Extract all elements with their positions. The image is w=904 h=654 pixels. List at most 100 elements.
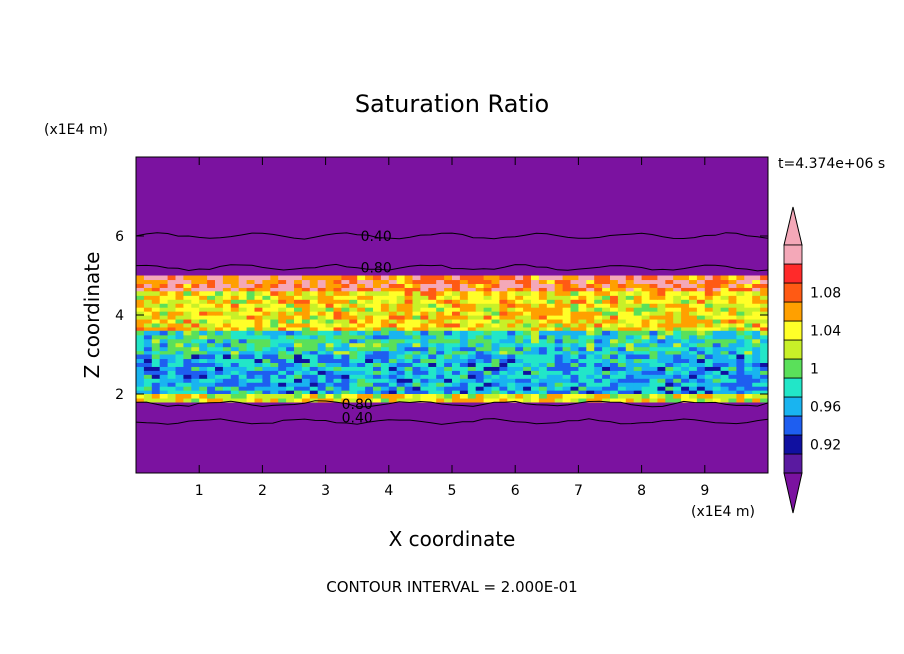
- field-cell: [649, 311, 658, 316]
- field-cell: [720, 362, 730, 367]
- field-cell: [736, 390, 745, 395]
- field-cell: [665, 295, 674, 300]
- field-cell: [199, 322, 208, 328]
- field-cell: [538, 291, 548, 296]
- field-cell: [317, 390, 327, 395]
- field-cell: [317, 318, 327, 324]
- field-cell: [546, 299, 556, 304]
- field-cell: [215, 330, 224, 336]
- field-cell: [191, 295, 200, 300]
- field-cell: [610, 322, 619, 328]
- field-cell: [396, 378, 406, 383]
- field-cell: [175, 346, 184, 352]
- field-cell: [467, 315, 477, 320]
- field-cell: [444, 386, 453, 391]
- field-cell: [412, 334, 421, 340]
- field-cell: [499, 287, 508, 292]
- field-cell: [523, 382, 532, 387]
- field-cell: [270, 378, 279, 383]
- field-cell: [325, 394, 335, 399]
- field-cell: [681, 366, 690, 371]
- field-cell: [412, 299, 421, 304]
- field-cell: [617, 370, 627, 375]
- field-cell: [744, 338, 753, 344]
- field-cell: [562, 291, 572, 296]
- field-cell: [554, 374, 564, 379]
- chart-title: Saturation Ratio: [355, 90, 549, 118]
- field-cell: [546, 346, 556, 352]
- field-cell: [491, 303, 500, 308]
- field-cell: [412, 330, 421, 336]
- field-cell: [341, 390, 350, 395]
- field-cell: [222, 346, 232, 352]
- field-cell: [499, 397, 508, 403]
- field-cell: [720, 322, 730, 328]
- field-cell: [736, 346, 745, 352]
- field-cell: [649, 295, 658, 300]
- field-cell: [143, 386, 153, 391]
- field-cell: [760, 303, 768, 308]
- field-cell: [151, 315, 161, 320]
- field-cell: [452, 362, 461, 367]
- field-cell: [222, 394, 232, 399]
- field-cell: [349, 342, 358, 348]
- field-cell: [602, 390, 611, 395]
- field-cell: [404, 330, 414, 336]
- field-cell: [657, 386, 666, 391]
- field-cell: [483, 303, 493, 308]
- field-cell: [531, 311, 540, 316]
- field-cell: [720, 311, 730, 316]
- field-cell: [736, 291, 745, 296]
- field-cell: [151, 330, 161, 336]
- field-cell: [538, 338, 548, 344]
- field-cell: [388, 322, 398, 328]
- field-cell: [428, 342, 437, 348]
- field-cell: [696, 326, 706, 332]
- field-cell: [301, 354, 311, 360]
- field-cell: [278, 370, 287, 375]
- field-cell: [538, 295, 548, 300]
- field-cell: [270, 326, 279, 332]
- field-cell: [301, 330, 311, 336]
- field-cell: [499, 346, 508, 352]
- field-cell: [396, 342, 406, 348]
- field-cell: [286, 315, 295, 320]
- field-cell: [373, 275, 382, 281]
- field-cell: [649, 318, 658, 324]
- field-cell: [475, 390, 485, 395]
- field-cell: [554, 311, 564, 316]
- field-cell: [388, 378, 398, 383]
- field-cell: [380, 390, 390, 395]
- field-cell: [625, 362, 635, 367]
- field-cell: [554, 299, 564, 304]
- field-cell: [183, 275, 192, 281]
- field-cell: [499, 342, 508, 348]
- field-cell: [515, 307, 524, 312]
- field-cell: [720, 330, 730, 336]
- field-cell: [136, 354, 145, 360]
- field-cell: [689, 326, 698, 332]
- field-cell: [641, 303, 651, 308]
- field-cell: [191, 330, 200, 336]
- field-cell: [649, 283, 658, 288]
- field-cell: [396, 334, 406, 340]
- field-cell: [696, 315, 706, 320]
- field-cell: [594, 338, 603, 344]
- field-cell: [586, 318, 595, 324]
- field-cell: [151, 382, 161, 387]
- field-cell: [507, 318, 516, 324]
- field-cell: [641, 299, 651, 304]
- field-cell: [617, 358, 627, 363]
- field-cell: [610, 386, 619, 391]
- field-cell: [183, 279, 192, 284]
- field-cell: [159, 397, 169, 403]
- field-cell: [538, 354, 548, 360]
- field-cell: [317, 346, 327, 352]
- field-cell: [499, 370, 508, 375]
- field-cell: [570, 295, 579, 300]
- field-cell: [388, 295, 398, 300]
- field-cell: [254, 275, 263, 281]
- field-cell: [357, 397, 366, 403]
- field-cell: [215, 318, 224, 324]
- field-cell: [633, 358, 643, 363]
